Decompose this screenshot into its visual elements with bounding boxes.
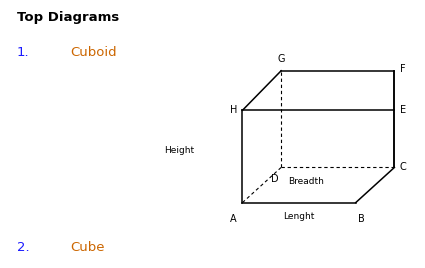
Text: Breadth: Breadth <box>288 177 324 186</box>
Text: F: F <box>400 64 405 73</box>
Text: Cuboid: Cuboid <box>70 46 117 59</box>
Text: Height: Height <box>164 147 194 155</box>
Text: C: C <box>400 162 407 172</box>
Text: H: H <box>230 105 237 115</box>
Text: D: D <box>271 174 278 184</box>
Text: B: B <box>358 214 365 224</box>
Text: Lenght: Lenght <box>283 213 315 221</box>
Text: 1.: 1. <box>17 46 30 59</box>
Text: A: A <box>230 214 237 224</box>
Text: G: G <box>278 54 285 64</box>
Text: Top Diagrams: Top Diagrams <box>17 11 119 24</box>
Text: Cube: Cube <box>70 241 105 254</box>
Text: E: E <box>400 105 406 115</box>
Text: 2.: 2. <box>17 241 30 254</box>
